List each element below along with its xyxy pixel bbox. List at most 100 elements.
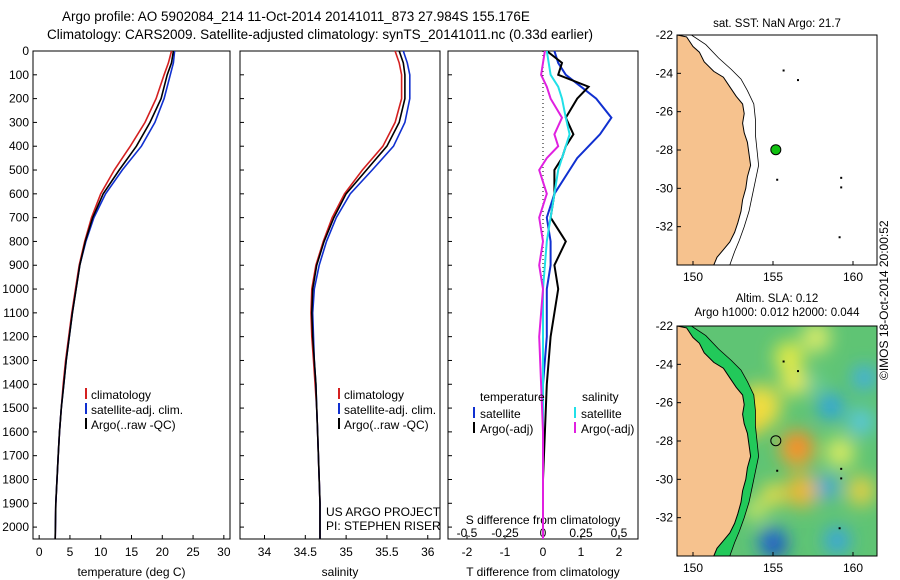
sst-shelf-contour <box>691 35 760 265</box>
temperature-x-tick-label: 20 <box>156 545 170 559</box>
profile-title: Argo profile: AO 5902084_214 11-Oct-2014… <box>62 9 530 24</box>
salinity-legend-heading: salinity <box>582 390 619 404</box>
sla-island <box>782 360 785 363</box>
depth-y-tick-label: 800 <box>9 234 29 248</box>
sla-lat-tick-label: -30 <box>656 472 674 486</box>
sst-float-marker <box>770 144 782 156</box>
sla-island <box>840 477 843 480</box>
depth-y-tick-label: 1300 <box>2 353 29 367</box>
salinity-legend-entry: Argo(-adj) <box>581 422 634 436</box>
depth-y-tick-label: 1700 <box>2 449 29 463</box>
sla-blob <box>789 434 809 455</box>
sst-island <box>840 176 843 179</box>
sla-blob <box>816 475 839 499</box>
salinity-x-axis-label: salinity <box>322 565 359 579</box>
sst-lon-tick-label: 160 <box>843 270 863 284</box>
sst-island <box>840 186 843 189</box>
temperature-legend-entry: satellite-adj. clim. <box>91 403 183 417</box>
temperature-plot-frame <box>32 50 231 540</box>
sla-island <box>776 469 779 472</box>
sla-blob <box>785 474 818 508</box>
sla-lat-tick-label: -22 <box>656 319 674 333</box>
sst-map-title: sat. SST: NaN Argo: 21.7 <box>713 18 841 30</box>
depth-y-tick-label: 1000 <box>2 282 29 296</box>
temperature-x-tick-label: 30 <box>217 545 231 559</box>
sla-blob <box>761 482 785 507</box>
sla-map-subtitle: Argo h1000: 0.012 h2000: 0.044 <box>695 307 861 319</box>
temperature-x-tick-label: 25 <box>186 545 200 559</box>
depth-y-tick-label: 0 <box>22 44 29 58</box>
T-difference-tick-label: 1 <box>578 545 585 559</box>
sst-lat-tick-label: -22 <box>656 28 674 42</box>
depth-y-tick-label: 1500 <box>2 401 29 415</box>
sst-island <box>838 236 841 239</box>
sla-blob <box>825 437 855 468</box>
salinity-plot-frame <box>239 50 441 540</box>
salinity-x-tick-label: 36 <box>421 545 435 559</box>
sst-lon-tick-label: 150 <box>683 270 703 284</box>
sst-lat-tick-label: -30 <box>656 181 674 195</box>
temperature-x-tick-label: 0 <box>36 545 43 559</box>
T-difference-axis-label: T difference from climatology <box>466 565 620 579</box>
difference-series-line <box>542 51 591 539</box>
sla-blob <box>768 539 785 556</box>
climatology-subtitle: Climatology: CARS2009. Satellite-adjuste… <box>47 27 594 42</box>
salinity-x-tick-label: 35.5 <box>375 545 399 559</box>
sla-blob <box>846 475 876 506</box>
depth-y-tick-label: 2000 <box>2 520 29 534</box>
temperature-x-tick-label: 5 <box>67 545 74 559</box>
sla-field <box>739 326 876 556</box>
T-difference-tick-label: 0 <box>540 545 547 559</box>
project-annotation: US ARGO PROJECT <box>326 505 441 519</box>
salinity-series-line <box>310 51 406 539</box>
sst-lat-tick-label: -32 <box>656 220 674 234</box>
sla-blob <box>774 341 804 372</box>
temperature-series-line <box>54 51 175 539</box>
depth-y-tick-label: 700 <box>9 211 29 225</box>
sla-map-title: Altim. SLA: 0.12 <box>736 293 818 305</box>
sla-lat-tick-label: -32 <box>656 511 674 525</box>
T-difference-tick-label: -1 <box>500 545 511 559</box>
salinity-x-tick-label: 34 <box>258 545 272 559</box>
sla-lon-tick-label: 150 <box>683 561 703 575</box>
sla-lon-tick-label: 160 <box>843 561 863 575</box>
salinity-legend-entry: climatology <box>344 388 404 402</box>
depth-y-tick-label: 1600 <box>2 425 29 439</box>
sst-lat-tick-label: -28 <box>656 143 674 157</box>
salinity-series-line <box>310 51 403 539</box>
temperature-x-tick-label: 15 <box>125 545 139 559</box>
sst-land <box>677 35 752 265</box>
salinity-x-tick-label: 35 <box>339 545 353 559</box>
sla-lat-tick-label: -28 <box>656 434 674 448</box>
salinity-legend-entry: satellite-adj. clim. <box>344 403 436 417</box>
depth-y-tick-label: 100 <box>9 68 29 82</box>
sla-float-marker <box>770 435 782 447</box>
salinity-legend-entry: Argo(..raw -QC) <box>344 418 429 432</box>
sst-lon-tick-label: 155 <box>763 270 783 284</box>
S-difference-tick-label: 0.25 <box>569 526 593 540</box>
temperature-legend-entry: Argo(-adj) <box>480 422 533 436</box>
sla-lon-tick-label: 155 <box>763 561 783 575</box>
temperature-legend-heading: temperature <box>480 390 545 404</box>
depth-y-tick-label: 400 <box>9 139 29 153</box>
sla-lat-tick-label: -26 <box>656 396 674 410</box>
depth-y-tick-label: 1400 <box>2 377 29 391</box>
sst-lat-tick-label: -26 <box>656 105 674 119</box>
sla-blob <box>824 527 850 555</box>
S-difference-tick-label: 0.5 <box>611 526 628 540</box>
difference-series-line <box>538 51 564 539</box>
sst-map-content <box>677 35 843 265</box>
temperature-x-tick-label: 10 <box>94 545 108 559</box>
sst-lat-tick-label: -24 <box>656 66 674 80</box>
temperature-legend-entry: climatology <box>91 388 151 402</box>
T-difference-tick-label: -2 <box>462 545 473 559</box>
sla-blob <box>781 368 807 396</box>
sla-blob <box>805 373 825 394</box>
sst-island <box>782 69 785 72</box>
sst-island <box>776 178 779 181</box>
S-difference-tick-label: -0.5 <box>457 526 478 540</box>
sla-land <box>677 326 752 556</box>
depth-y-tick-label: 500 <box>9 163 29 177</box>
depth-y-tick-label: 1900 <box>2 496 29 510</box>
